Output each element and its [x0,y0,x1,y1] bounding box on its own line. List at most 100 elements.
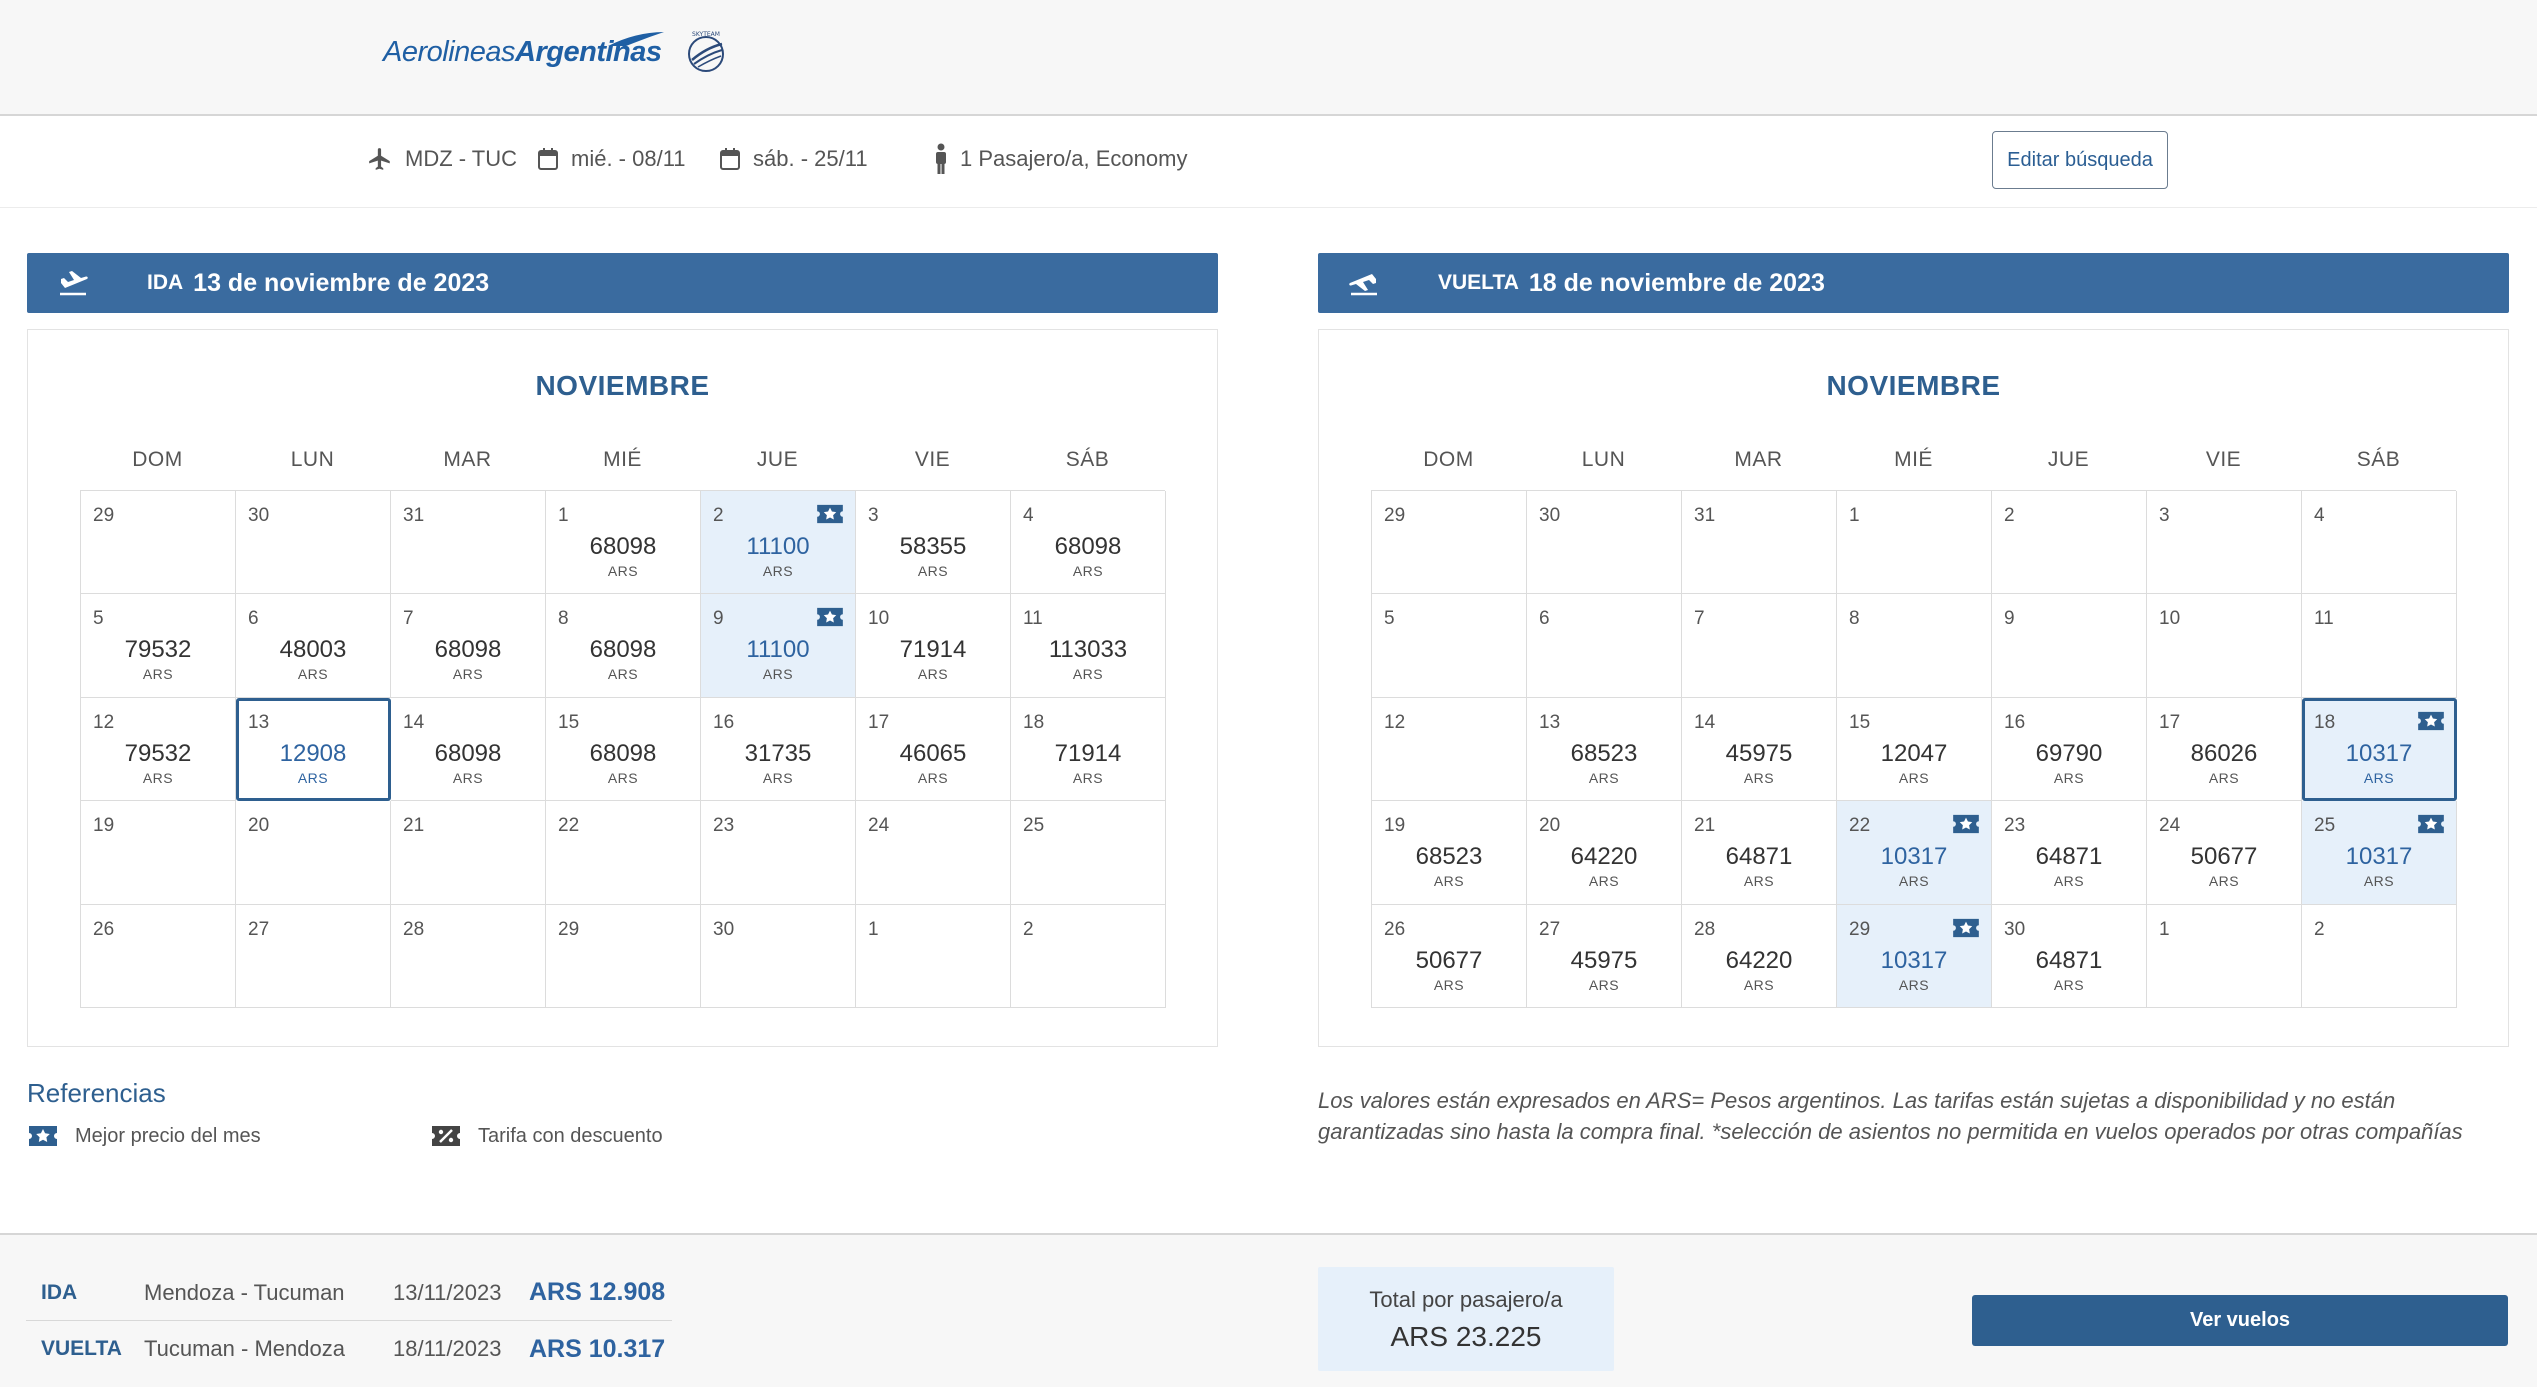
calendar-day[interactable]: 30 64871 ARS [1992,904,2147,1008]
calendar-day[interactable]: 10 71914 ARS [856,594,1011,698]
calendar-day[interactable]: 30 [701,904,856,1008]
calendar-day[interactable]: 15 12047 ARS [1837,697,1992,802]
calendar-day[interactable]: 24 [856,801,1011,905]
calendar-day[interactable]: 27 [236,904,391,1008]
calendar-day[interactable]: 8 [1837,594,1992,698]
calendar-day[interactable]: 22 10317 ARS [1837,801,1992,905]
calendar-day[interactable]: 12 79532 ARS [81,697,236,802]
best-price-star-icon [2418,815,2444,834]
calendar-day[interactable]: 24 50677 ARS [2147,801,2302,905]
day-price: 113033 [1048,636,1128,664]
calendar-day[interactable]: 21 [391,801,546,905]
calendar-day[interactable]: 30 [236,491,391,595]
calendar-day[interactable]: 23 64871 ARS [1992,801,2147,905]
view-flights-button[interactable]: Ver vuelos [1972,1295,2508,1346]
calendar-day[interactable]: 1 [856,904,1011,1008]
calendar-day[interactable]: 15 68098 ARS [546,697,701,802]
calendar-day[interactable]: 30 [1527,491,1682,595]
calendar-day[interactable]: 1 [1837,491,1992,595]
calendar-day[interactable]: 19 68523 ARS [1372,801,1527,905]
calendar-day[interactable]: 2 [1992,491,2147,595]
calendar-day[interactable]: 17 86026 ARS [2147,697,2302,802]
day-number: 30 [248,505,270,526]
day-currency: ARS [142,769,174,786]
calendar-day[interactable]: 29 [546,904,701,1008]
day-number: 11 [1023,608,1043,630]
calendar-day[interactable]: 14 68098 ARS [391,697,546,802]
day-number: 16 [2004,711,2026,733]
day-price: 68098 [434,636,502,664]
calendar-day[interactable]: 9 11100 ARS [701,594,856,698]
calendar-day[interactable]: 8 68098 ARS [546,594,701,698]
calendar-day[interactable]: 19 [81,801,236,905]
leg-route: Tucuman - Mendoza [144,1336,345,1361]
calendar-day[interactable]: 11 [2302,594,2457,698]
calendar-day[interactable]: 10 [2147,594,2302,698]
calendar-day[interactable]: 7 [1682,594,1837,698]
calendar-day[interactable]: 31 [391,491,546,595]
references-title: Referencias [27,1078,166,1108]
calendar-day[interactable]: 25 [1011,801,1166,905]
calendar-icon [720,148,740,170]
calendar-day[interactable]: 20 [236,801,391,905]
calendar-day[interactable]: 28 64220 ARS [1682,904,1837,1008]
day-currency: ARS [1588,769,1620,786]
calendar-day[interactable]: 12 [1372,697,1527,802]
calendar-day[interactable]: 21 64871 ARS [1682,801,1837,905]
calendar-day[interactable]: 5 79532 ARS [81,594,236,698]
day-number: 30 [2004,918,2026,940]
search-summary-bar: MDZ - TUC mié. - 08/11 sáb. - 25/11 1 Pa… [0,118,2537,208]
day-number: 21 [403,815,425,837]
calendar-day-selected[interactable]: 18 10317 ARS [2302,697,2457,802]
day-currency: ARS [142,666,174,683]
calendar-day[interactable]: 1 68098 ARS [546,491,701,595]
calendar-day[interactable]: 16 31735 ARS [701,697,856,802]
day-number: 21 [1694,815,1716,837]
calendar-day[interactable]: 4 [2302,491,2457,595]
calendar-day[interactable]: 6 [1527,594,1682,698]
calendar-day[interactable]: 2 11100 ARS [701,491,856,595]
weekday-label: SÁB [1065,448,1110,471]
calendar-day[interactable]: 13 68523 ARS [1527,697,1682,802]
calendar-day[interactable]: 20 64220 ARS [1527,801,1682,905]
calendar-day[interactable]: 5 [1372,594,1527,698]
calendar-day[interactable]: 27 45975 ARS [1527,904,1682,1008]
edit-search-button[interactable]: Editar búsqueda [1992,131,2168,189]
landing-icon [1349,274,1377,296]
total-value: ARS 23.225 [1390,1321,1542,1352]
calendar-day[interactable]: 6 48003 ARS [236,594,391,698]
calendar-day[interactable]: 4 68098 ARS [1011,491,1166,595]
calendar-day[interactable]: 22 [546,801,701,905]
calendar-day[interactable]: 7 68098 ARS [391,594,546,698]
calendar-day[interactable]: 26 50677 ARS [1372,904,1527,1008]
calendar-day[interactable]: 11 113033 ARS [1011,594,1166,698]
day-number: 19 [93,815,115,837]
calendar-day[interactable]: 1 [2147,904,2302,1008]
calendar-day[interactable]: 18 71914 ARS [1011,697,1166,802]
calendar-day[interactable]: 14 45975 ARS [1682,697,1837,802]
calendar-day[interactable]: 17 46065 ARS [856,697,1011,802]
day-price: 86026 [2190,739,2258,767]
calendar-day[interactable]: 26 [81,904,236,1008]
calendar-day[interactable]: 3 [2147,491,2302,595]
calendar-day[interactable]: 31 [1682,491,1837,595]
calendar-day[interactable]: 29 [1372,491,1527,595]
calendar-day[interactable]: 3 58355 ARS [856,491,1011,595]
return-day-grid: 29 30 31 1 2 3 4 5 6 7 8 9 10 11 12 13 68523 ARS 14 45975 AR… [1371,490,2457,1008]
calendar-day[interactable]: 16 69790 ARS [1992,697,2147,802]
day-number: 8 [1849,608,1860,630]
day-number: 12 [93,711,115,733]
day-number: 23 [2004,815,2026,837]
calendar-day[interactable]: 23 [701,801,856,905]
calendar-day[interactable]: 29 10317 ARS [1837,904,1992,1008]
calendar-day[interactable]: 28 [391,904,546,1008]
calendar-day[interactable]: 29 [81,491,236,595]
calendar-day[interactable]: 2 [1011,904,1166,1008]
fare-disclaimer: Los valores están expresados en ARS= Pes… [1318,1088,2463,1144]
airline-logo[interactable]: AerolineasArgentinas SKYTEAM [383,30,728,74]
day-number: 20 [248,815,270,837]
calendar-day[interactable]: 2 [2302,904,2457,1008]
calendar-day-selected[interactable]: 13 12908 ARS [236,697,391,802]
calendar-day[interactable]: 9 [1992,594,2147,698]
calendar-day[interactable]: 25 10317 ARS [2302,801,2457,905]
